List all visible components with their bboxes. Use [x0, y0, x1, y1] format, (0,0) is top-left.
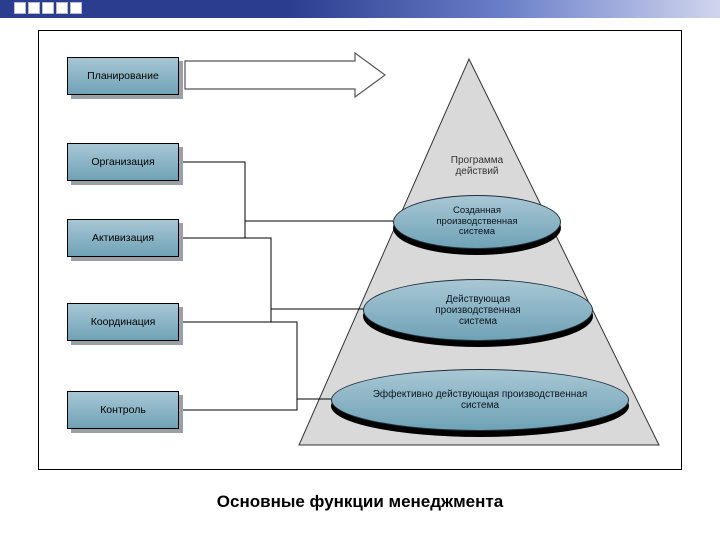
function-box-0: Планирование	[67, 57, 179, 95]
box-label: Координация	[67, 303, 179, 341]
disc-label: Действующая производственная система	[363, 279, 593, 341]
connector-line	[183, 399, 331, 410]
decor-square	[70, 2, 82, 14]
topbar-decor-squares	[14, 2, 82, 14]
function-box-4: Контроль	[67, 391, 179, 429]
decor-square	[28, 2, 40, 14]
caption: Основные функции менеджмента	[0, 492, 720, 512]
function-box-2: Активизация	[67, 219, 179, 257]
box-label: Планирование	[67, 57, 179, 95]
disc-label: Эффективно действующая производственная …	[331, 369, 629, 431]
pyramid-disc-1: Действующая производственная система	[363, 279, 593, 341]
function-box-3: Координация	[67, 303, 179, 341]
connector-line	[183, 221, 393, 238]
pyramid-disc-2: Эффективно действующая производственная …	[331, 369, 629, 431]
function-box-1: Организация	[67, 143, 179, 181]
pyramid-top-label: Программа действий	[437, 155, 517, 177]
connector-line	[183, 238, 363, 309]
decor-square	[42, 2, 54, 14]
diagram-frame: Планирование Организация Активизация Коорди…	[38, 30, 682, 470]
top-bar	[0, 0, 720, 18]
disc-label: Созданная производственная система	[393, 195, 561, 249]
pyramid-disc-0: Созданная производственная система	[393, 195, 561, 249]
decor-square	[56, 2, 68, 14]
decor-square	[14, 2, 26, 14]
connector-line	[183, 162, 393, 221]
connector-line	[183, 322, 331, 399]
big-arrow	[185, 53, 385, 97]
box-label: Организация	[67, 143, 179, 181]
connector-line	[183, 309, 363, 322]
box-label: Активизация	[67, 219, 179, 257]
box-label: Контроль	[67, 391, 179, 429]
